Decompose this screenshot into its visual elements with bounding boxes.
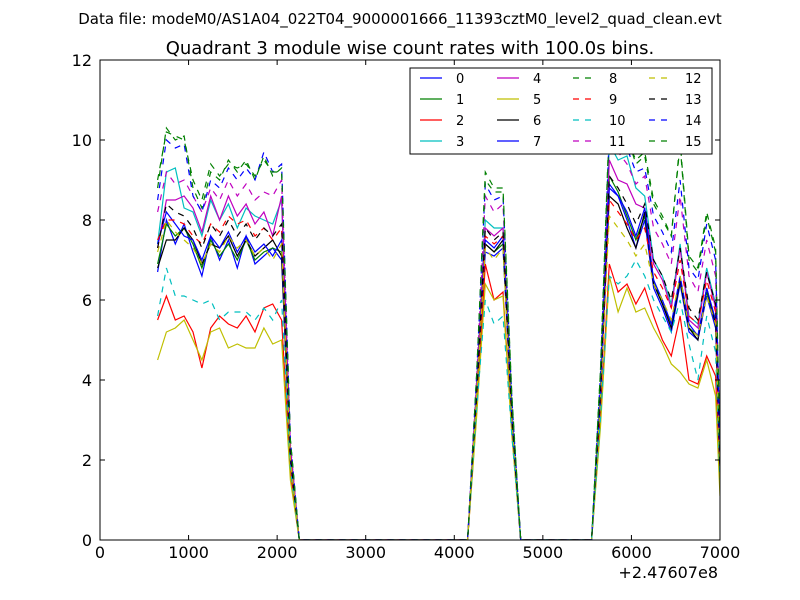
legend-item-8: 8 <box>573 72 617 87</box>
series-line-12 <box>157 214 720 540</box>
legend-item-3: 3 <box>420 135 464 150</box>
series-line-2 <box>157 263 720 540</box>
legend-label: 10 <box>609 114 626 129</box>
x-axis: 0 1000 2000 3000 4000 5000 6000 7000 <box>95 60 740 562</box>
y-tick-label: 0 <box>82 531 92 550</box>
legend-label: 7 <box>533 135 541 150</box>
series-line-6 <box>157 194 720 540</box>
y-tick-label: 8 <box>82 211 92 230</box>
y-tick-label: 10 <box>72 131 92 150</box>
legend-item-5: 5 <box>497 93 541 108</box>
series-line-5 <box>157 275 720 540</box>
legend-label: 1 <box>456 93 464 108</box>
legend-label: 0 <box>456 72 464 87</box>
x-offset-label: +2.47607e8 <box>618 563 718 582</box>
series-line-9 <box>157 198 720 540</box>
series-line-1 <box>157 173 720 540</box>
x-tick-label: 3000 <box>345 543 386 562</box>
legend-item-10: 10 <box>573 114 626 129</box>
legend-item-7: 7 <box>497 135 541 150</box>
x-tick-label: 5000 <box>522 543 563 562</box>
series-line-15 <box>157 126 720 540</box>
legend-label: 5 <box>533 93 541 108</box>
legend-item-12: 12 <box>649 72 702 87</box>
series-line-10 <box>157 258 720 540</box>
y-tick-label: 2 <box>82 451 92 470</box>
legend-label: 13 <box>685 93 702 108</box>
y-tick-label: 12 <box>72 51 92 70</box>
x-tick-label: 7000 <box>700 543 741 562</box>
legend-item-6: 6 <box>497 114 541 129</box>
legend-label: 12 <box>685 72 702 87</box>
legend-label: 9 <box>609 93 617 108</box>
legend-label: 2 <box>456 114 464 129</box>
y-tick-label: 4 <box>82 371 92 390</box>
data-file-label: Data file: modeM0/AS1A04_022T04_90000016… <box>78 10 722 29</box>
series-line-4 <box>157 159 720 540</box>
legend-item-4: 4 <box>497 72 541 87</box>
series-layer <box>157 119 720 540</box>
x-tick-label: 1000 <box>168 543 209 562</box>
legend-item-11: 11 <box>573 135 626 150</box>
legend-box <box>409 67 713 155</box>
series-line-7 <box>157 182 720 540</box>
legend-label: 3 <box>456 135 464 150</box>
x-tick-label: 4000 <box>434 543 475 562</box>
series-line-13 <box>157 174 720 540</box>
legend-label: 14 <box>685 114 702 129</box>
series-line-8 <box>157 119 720 540</box>
legend-item-15: 15 <box>649 135 702 150</box>
x-tick-label: 2000 <box>257 543 298 562</box>
x-tick-label: 0 <box>95 543 105 562</box>
x-tick-label: 6000 <box>611 543 652 562</box>
chart-title: Quadrant 3 module wise count rates with … <box>166 38 655 59</box>
legend-item-0: 0 <box>420 72 464 87</box>
legend-label: 4 <box>533 72 541 87</box>
legend-label: 8 <box>609 72 617 87</box>
legend-item-14: 14 <box>649 114 702 129</box>
series-line-14 <box>157 129 720 540</box>
legend-item-13: 13 <box>649 93 702 108</box>
series-line-11 <box>157 138 720 540</box>
legend-item-1: 1 <box>420 93 464 108</box>
legend-label: 11 <box>609 135 626 150</box>
legend-label: 15 <box>685 135 702 150</box>
legend-label: 6 <box>533 114 541 129</box>
y-tick-label: 6 <box>82 291 92 310</box>
legend-item-9: 9 <box>573 93 617 108</box>
legend-item-2: 2 <box>420 114 464 129</box>
